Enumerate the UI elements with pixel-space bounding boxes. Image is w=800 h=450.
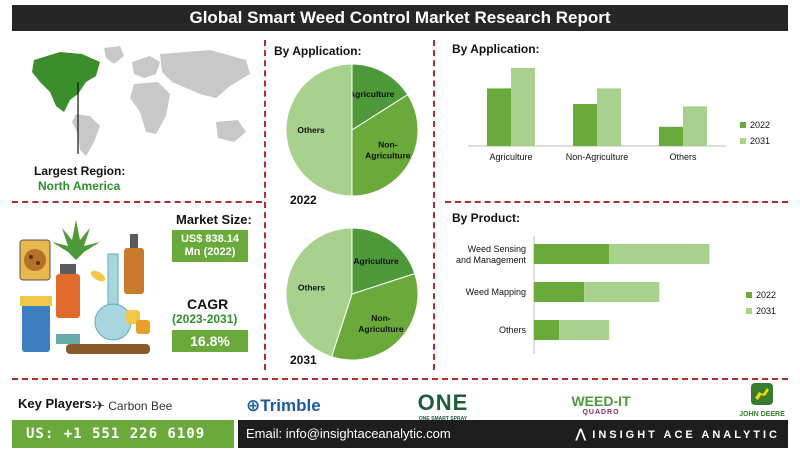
bar-2022 <box>659 126 683 146</box>
pie-slice-non-agriculture <box>330 272 419 361</box>
one-smart-spray-subtext: ONE SMART SPRAY <box>418 416 468 422</box>
john-deere-text: JOHN DEERE <box>739 411 785 418</box>
legend-swatch-2031 <box>740 138 746 144</box>
world-map-icon <box>32 46 250 156</box>
market-size-value-line2: Mn (2022) <box>184 246 236 258</box>
legend-label: 2031 <box>750 136 770 146</box>
pie-2031-year-label: 2031 <box>290 353 317 367</box>
europe-shape <box>132 56 160 78</box>
y-tick-label: and Management <box>456 255 527 265</box>
weed-it-subtext: QUADRO <box>582 409 620 416</box>
divider-right-horizontal <box>445 201 788 203</box>
bar-2031 <box>559 320 610 340</box>
x-tick-label: Others <box>669 152 697 162</box>
pie-slice-non-agriculture <box>351 93 419 197</box>
weed-it-text: WEED-IT <box>571 393 631 409</box>
pie-slice-label: Agriculture <box>353 256 399 266</box>
weed-it-logo: WEED-IT QUADRO <box>562 393 640 416</box>
y-tick-label: Others <box>499 325 527 335</box>
key-players-label: Key Players: <box>18 396 97 411</box>
pie-slice-label: Agriculture <box>358 324 404 334</box>
x-tick-label: Non-Agriculture <box>566 152 629 162</box>
trimble-logo: ⊕Trimble <box>246 396 321 416</box>
bar-2031 <box>597 88 621 146</box>
north-america-shape <box>32 52 100 112</box>
john-deere-logo: JOHN DEERE <box>734 382 790 418</box>
one-logo-text: ONE <box>417 390 469 415</box>
bar-2031 <box>609 244 710 264</box>
divider-left-horizontal <box>12 201 262 203</box>
carbon-bee-logo: ✈ Carbon Bee <box>94 398 172 414</box>
bar-2022 <box>534 244 610 264</box>
pie-slice-others <box>285 63 353 197</box>
pie-slice-label: Agriculture <box>349 89 395 99</box>
market-size-box: US$ 838.14 Mn (2022) <box>172 230 248 262</box>
page-title: Global Smart Weed Control Market Researc… <box>12 5 788 31</box>
bar-2022 <box>573 104 597 146</box>
application-bar-title: By Application: <box>452 42 540 56</box>
asia-shape <box>160 50 250 98</box>
y-tick-label: Weed Mapping <box>466 287 526 297</box>
pie-slice-agriculture <box>351 63 409 131</box>
pie-slice-label: Non- <box>378 140 398 150</box>
brand-logo-icon: ⋀ <box>575 426 587 441</box>
divider-bottom <box>12 378 788 380</box>
cagr-value-box: 16.8% <box>172 330 248 352</box>
brand-text: INSIGHT ACE ANALYTIC <box>592 429 780 441</box>
deer-icon <box>751 383 773 405</box>
largest-region-value: North America <box>38 179 121 193</box>
largest-region-label: Largest Region: <box>34 164 126 178</box>
legend-label: 2022 <box>750 120 770 130</box>
trimble-globe-icon: ⊕ <box>246 396 261 415</box>
bar-2031 <box>511 68 535 146</box>
trimble-text: Trimble <box>260 396 321 415</box>
africa-shape <box>130 82 170 134</box>
brand-name: ⋀ INSIGHT ACE ANALYTIC <box>575 420 780 449</box>
market-size-label: Market Size: <box>176 212 252 227</box>
divider-left <box>264 40 266 370</box>
greenland-shape <box>104 46 124 64</box>
bar-2022 <box>534 282 585 302</box>
cannabis-products-illustration <box>19 220 150 354</box>
pie-slice-label: Non- <box>371 313 391 323</box>
pie-slice-label: Others <box>297 125 325 135</box>
bar-2022 <box>487 88 511 146</box>
cagr-label: CAGR <box>187 296 229 312</box>
y-tick-label: Weed Sensing <box>468 244 526 254</box>
legend-label: 2022 <box>756 290 776 300</box>
pie-slice-label: Agriculture <box>365 151 411 161</box>
bar-2022 <box>534 320 560 340</box>
phone-number: US: +1 551 226 6109 <box>12 420 234 448</box>
legend-swatch-2022 <box>746 292 752 298</box>
pie-slice-label: Others <box>298 283 326 293</box>
legend-swatch-2022 <box>740 122 746 128</box>
one-smart-spray-logo: ONE ONE SMART SPRAY <box>414 390 472 422</box>
footer-bar: Email: info@insightaceanalytic.com ⋀ INSI… <box>238 420 788 448</box>
application-bar-chart: Agriculture Non-Agriculture Others 2022 2031 <box>468 68 770 162</box>
cagr-period: (2023-2031) <box>172 312 238 326</box>
pie-2022-year-label: 2022 <box>290 193 317 207</box>
market-size-value-line1: US$ 838.14 <box>180 233 240 245</box>
legend-label: 2031 <box>756 306 776 316</box>
product-bar-title: By Product: <box>452 211 521 225</box>
australia-shape <box>216 120 246 142</box>
carbon-bee-text: Carbon Bee <box>108 399 173 413</box>
pie-slice-agriculture <box>351 227 416 295</box>
pie-slice-others <box>285 227 353 358</box>
divider-right <box>433 40 435 370</box>
south-america-shape <box>72 114 100 156</box>
legend-swatch-2031 <box>746 308 752 314</box>
carbon-bee-icon: ✈ <box>94 398 105 413</box>
x-tick-label: Agriculture <box>489 152 532 162</box>
bar-2031 <box>683 106 707 146</box>
bar-2031 <box>584 282 660 302</box>
email-address: Email: info@insightaceanalytic.com <box>246 426 451 441</box>
pie-section-title: By Application: <box>274 44 362 58</box>
